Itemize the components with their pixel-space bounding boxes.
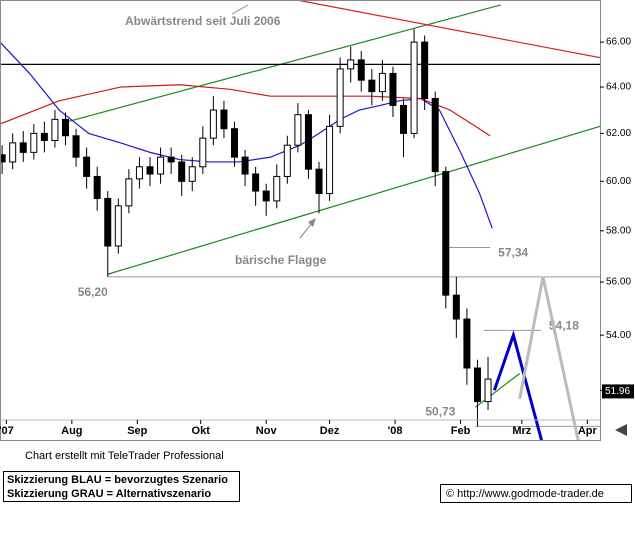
arrow-head [308,218,316,227]
scenario-path [492,330,544,440]
candle-body [0,154,6,163]
candle-body [410,41,418,134]
candle-body [431,97,439,173]
candle-body [336,68,344,127]
candle-body [220,109,228,130]
candle-body [135,166,143,180]
candle-body [51,118,59,141]
candle-body [326,125,334,195]
x-tick-label: Aug [61,425,82,437]
x-tick-label: Mrz [512,425,531,437]
price-tag-label: 51.96 [605,386,630,397]
x-tick-label: '07 [0,425,14,437]
candle-body [125,178,133,207]
y-tick-label: 60.00 [606,176,631,187]
x-tick-label: '08 [388,425,403,437]
plot-border [0,0,601,441]
candle-body [368,79,376,93]
x-tick-label: Feb [451,425,471,437]
candle-body [273,175,281,202]
candle-body [114,205,122,247]
y-tick-label: 56.00 [606,277,631,288]
candle-body [72,135,80,158]
candle-body [262,190,270,202]
y-tick-label: 66.00 [606,37,631,48]
candle-body [294,114,302,146]
moving-average [0,84,491,137]
candle-body [389,72,397,106]
credit: Chart erstellt mit TeleTrader Profession… [25,450,224,462]
level-label: 50,73 [425,405,455,419]
candle-body [30,132,38,153]
y-tick-label: 64.00 [606,82,631,93]
copyright-box [440,484,632,503]
candle-body [9,142,17,163]
annotation: Abwärtstrend seit Juli 2006 [125,14,281,28]
candle-body [19,142,27,153]
candle-body [347,59,355,70]
candle-body [357,59,365,81]
candle-body [178,161,186,182]
candle-body [167,156,175,163]
candle-body [283,144,291,177]
price-tag [602,384,634,399]
candle-body [378,72,386,93]
x-tick-label: Okt [192,425,211,437]
candle-body [463,318,471,369]
y-tick-label: 58.00 [606,225,631,236]
candle-body [61,118,69,137]
candle-body [146,166,154,175]
x-tick-label: Nov [256,425,278,437]
candle-body [157,156,165,175]
candle-body [421,41,429,99]
trend-line [474,373,521,408]
note: Skizzierung GRAU = Alternativszenario [7,488,211,500]
candle-body [304,114,312,170]
candle-body [93,175,101,199]
y-tick-label: 54.00 [606,330,631,341]
candle-body [188,166,196,182]
candle-body [199,137,207,168]
note: Skizzierung BLAU = bevorzugtes Szenario [7,474,228,486]
level-label: 56,20 [78,285,108,299]
candle-body [231,128,239,158]
x-tick-label: Sep [127,425,147,437]
candle-body [241,156,249,175]
x-tick-label: Apr [578,425,598,437]
x-tick-label: Dez [320,425,340,437]
candle-body [473,367,481,403]
candle-body [83,156,91,177]
candle-body [252,173,260,192]
y-tick-label: 62.00 [606,128,631,139]
trend-line [107,125,600,275]
copyright: © http://www.godmode-trader.de [446,488,604,500]
level-label: 54,18 [549,318,579,332]
candle-body [484,378,492,403]
plot-area: 56,20 57,34 54,18 50,73 [0,0,600,440]
candle-body [209,109,217,139]
candle-body [452,294,460,320]
candle-body [104,197,112,247]
level-label: 57,34 [498,246,528,260]
scenario-path [518,276,580,440]
trend-line [67,4,501,123]
candle-body [40,132,48,141]
candle-body [315,168,323,195]
arrow [231,4,249,15]
trend-line [299,0,600,59]
candle-body [442,171,450,296]
note-box [3,471,240,502]
scroll-button[interactable] [615,424,627,436]
candle-body [400,104,408,134]
annotation: bärische Flagge [235,253,327,267]
